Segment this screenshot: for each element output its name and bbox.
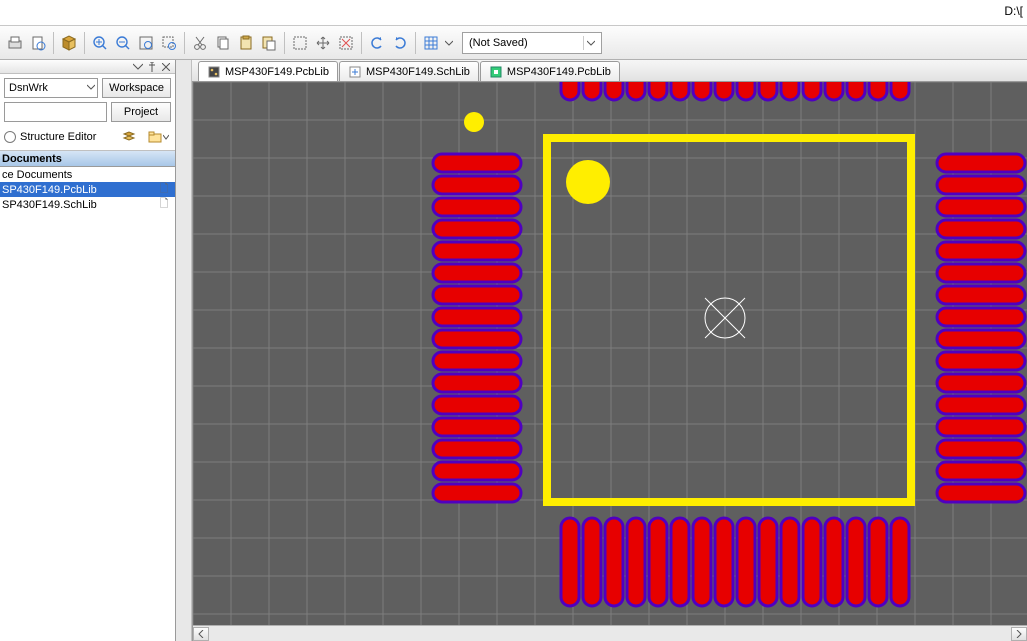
projects-panel: DsnWrk Workspace Project Structure Edito… <box>0 60 176 641</box>
structure-editor-label: Structure Editor <box>20 131 96 143</box>
select-rect-button[interactable] <box>289 32 311 54</box>
document-tabs: MSP430F149.PcbLib MSP430F149.SchLib MSP4… <box>192 60 1027 82</box>
pcb-canvas[interactable] <box>193 82 1027 625</box>
paste-button[interactable] <box>235 32 257 54</box>
project-path-field[interactable] <box>4 102 107 122</box>
toolbar-separator <box>184 32 185 54</box>
print-button[interactable] <box>4 32 26 54</box>
toolbar-separator <box>284 32 285 54</box>
close-icon[interactable] <box>160 61 172 73</box>
document-tab[interactable]: MSP430F149.SchLib <box>339 61 479 81</box>
workspace-combo[interactable]: DsnWrk <box>4 78 98 98</box>
zoom-fit-button[interactable] <box>135 32 157 54</box>
scroll-left-arrow[interactable] <box>193 627 209 641</box>
document-tab-label: MSP430F149.PcbLib <box>225 66 329 78</box>
editor-area <box>192 82 1027 641</box>
tree-file-item[interactable]: SP430F149.SchLib 🗋 <box>0 197 175 212</box>
zoom-selection-button[interactable] <box>158 32 180 54</box>
pcb-icon <box>207 65 221 79</box>
print-preview-button[interactable] <box>27 32 49 54</box>
undo-button[interactable] <box>366 32 388 54</box>
vertical-splitter[interactable] <box>176 60 192 641</box>
tree-root-label: ce Documents <box>2 169 72 181</box>
panel-folder-button[interactable] <box>145 128 171 146</box>
project-button[interactable]: Project <box>111 102 171 122</box>
tree-file-label: SP430F149.PcbLib <box>2 184 97 196</box>
sch-icon <box>348 65 362 79</box>
document-tab[interactable]: MSP430F149.PcbLib <box>480 61 620 81</box>
chevron-down-icon <box>87 82 95 94</box>
document-tab-label: MSP430F149.SchLib <box>366 66 470 78</box>
pushpin-icon[interactable] <box>146 61 158 73</box>
radio-icon <box>4 131 16 143</box>
grid-button[interactable] <box>420 32 442 54</box>
zoom-in-button[interactable] <box>89 32 111 54</box>
zoom-out-button[interactable] <box>112 32 134 54</box>
document-tab[interactable]: MSP430F149.PcbLib <box>198 61 338 81</box>
paste-special-button[interactable] <box>258 32 280 54</box>
grid-dropdown-button[interactable] <box>443 32 455 54</box>
scroll-right-arrow[interactable] <box>1011 627 1027 641</box>
panel-stack-button[interactable] <box>119 128 139 146</box>
pcb-icon <box>489 65 503 79</box>
chevron-down-icon <box>583 36 597 50</box>
horizontal-scrollbar[interactable] <box>193 625 1027 641</box>
deselect-button[interactable] <box>335 32 357 54</box>
tree-file-label: SP430F149.SchLib <box>2 199 97 211</box>
file-path-label: D:\[ <box>1004 4 1023 18</box>
library-button[interactable] <box>58 32 80 54</box>
documents-header: Documents <box>0 151 175 167</box>
document-icon: 🗋 <box>157 195 171 214</box>
structure-editor-radio[interactable]: Structure Editor <box>4 131 96 143</box>
toolbar-separator <box>361 32 362 54</box>
tree-root[interactable]: ce Documents <box>0 167 175 182</box>
toolbar-separator <box>415 32 416 54</box>
copy-button[interactable] <box>212 32 234 54</box>
main-toolbar: (Not Saved) <box>0 26 1027 60</box>
workspace-combo-value: DsnWrk <box>9 82 48 94</box>
toolbar-separator <box>53 32 54 54</box>
chevron-down-icon[interactable] <box>132 61 144 73</box>
panel-header <box>0 60 175 74</box>
document-tab-label: MSP430F149.PcbLib <box>507 66 611 78</box>
project-tree[interactable]: ce Documents SP430F149.PcbLib 🗋 SP430F14… <box>0 167 175 212</box>
workspace-button-label: Workspace <box>109 82 164 94</box>
tree-file-item[interactable]: SP430F149.PcbLib 🗋 <box>0 182 175 197</box>
workspace-button[interactable]: Workspace <box>102 78 171 98</box>
redo-button[interactable] <box>389 32 411 54</box>
titlebar-strip: D:\[ <box>0 0 1027 26</box>
configuration-combo-value: (Not Saved) <box>469 37 528 49</box>
project-button-label: Project <box>124 106 158 118</box>
move-button[interactable] <box>312 32 334 54</box>
cut-button[interactable] <box>189 32 211 54</box>
toolbar-separator <box>84 32 85 54</box>
configuration-combo[interactable]: (Not Saved) <box>462 32 602 54</box>
